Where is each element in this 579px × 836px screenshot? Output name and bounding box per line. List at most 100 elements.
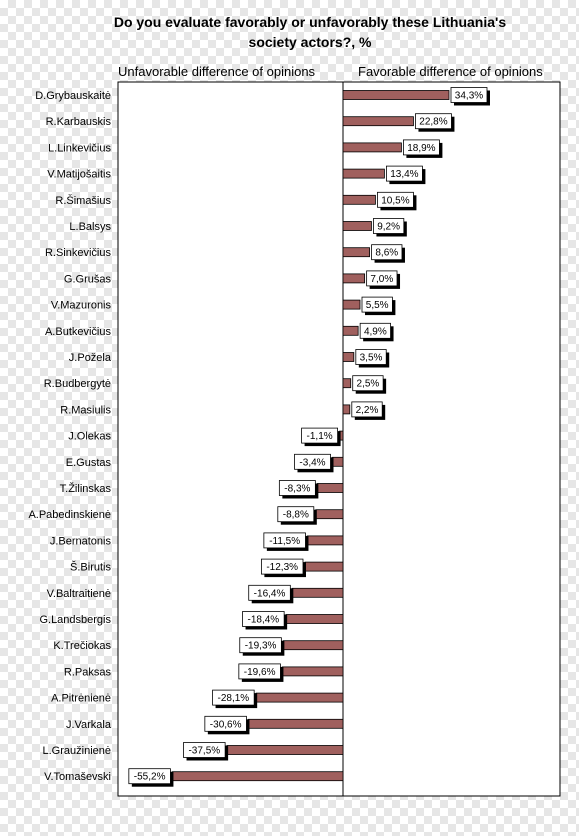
value-label-box [248,584,291,601]
chart-title: Do you evaluate favorably or unfavorably… [60,12,560,52]
value-label-text: -12,3% [266,562,298,573]
value-label-text: 34,3% [455,91,483,102]
value-label-text: -28,1% [218,693,250,704]
bar [342,116,414,127]
category-label: R.Šimašius [55,194,111,207]
value-label: 13,4% [386,165,426,185]
value-label-box [366,270,398,287]
value-label-text: -18,4% [248,615,280,626]
value-label-text: 8,6% [375,248,398,259]
bar [315,509,344,520]
category-label: V.Mazuronis [51,300,112,312]
category-label: D.Grybauskaitė [35,90,111,102]
unfavorable-side-label: Unfavorable difference of opinions [118,64,316,79]
value-label-text: 10,5% [381,195,409,206]
category-label: J.Bernatonis [50,535,112,547]
value-label: -11,5% [263,532,309,551]
value-label-box [212,689,255,706]
category-label: A.Pitrėnienė [51,693,111,705]
value-label-box [377,191,414,208]
value-label: 9,2% [373,218,407,237]
bar [342,352,355,362]
value-label: 2,2% [351,401,386,420]
category-label: L.Graužinienė [43,745,112,757]
value-label-box [386,165,423,182]
value-label-text: -19,6% [244,667,276,678]
category-label: L.Balsys [69,221,111,233]
category-label: V.Matijošaitis [47,169,111,181]
category-label: V.Tomaševski [44,771,111,783]
category-label: E.Gustas [66,457,112,469]
value-label-text: -11,5% [269,536,300,547]
category-label: J.Požela [69,352,112,364]
category-label: J.Olekas [68,431,111,443]
value-label-box [371,244,403,261]
value-label-box [450,87,488,103]
value-label-box [277,506,315,523]
value-label-text: 5,5% [366,300,389,311]
bar [342,168,385,179]
value-label: 4,9% [359,322,394,342]
bar [226,745,344,755]
value-label-box [183,742,226,758]
value-label-box [278,480,316,496]
bar [342,194,376,205]
category-label: A.Butkevičius [45,326,112,338]
value-label-box [415,113,452,130]
bar [255,692,344,703]
value-label-text: -1,1% [307,431,333,442]
value-label: -37,5% [183,742,229,761]
value-label: -8,8% [277,506,317,525]
category-label: R.Karbauskis [46,116,112,128]
value-label: 18,9% [403,139,443,158]
value-label: -19,6% [238,663,284,682]
value-label-box [301,427,339,444]
bar [342,273,366,284]
value-label-box [373,218,405,234]
bar [342,378,352,389]
category-label: V.Baltraitienė [47,588,111,600]
value-label: -28,1% [212,689,258,709]
value-label: -3,4% [294,453,334,473]
bar [342,299,361,310]
value-label-box [128,768,171,785]
category-label: K.Trečiokas [53,640,111,652]
value-label-text: 3,5% [360,353,383,364]
category-label: R.Sinkevičius [45,247,112,259]
bar [316,483,344,493]
bar [342,90,450,100]
chart-title-line-1: Do you evaluate favorably or unfavorably… [113,14,507,30]
bar [291,587,344,598]
value-label-box [242,611,285,627]
value-label: -12,3% [260,558,306,578]
category-label: R.Paksas [64,666,112,678]
value-label: 34,3% [450,87,490,106]
bar [285,614,344,624]
value-label-box [355,349,387,365]
value-label: 10,5% [377,191,417,211]
category-label: R.Budbergytė [44,378,111,390]
value-label-text: -8,3% [284,484,310,495]
value-label: -16,4% [248,584,294,604]
category-label: G.Grušas [64,273,112,285]
value-label-box [204,715,247,732]
category-label: Š.Birutis [70,561,111,574]
value-label-box [239,637,282,654]
value-label-text: -37,5% [188,746,220,757]
value-label-text: -8,8% [283,510,309,521]
value-label: 8,6% [371,244,405,263]
category-label: A.Pabedinskienė [28,509,111,521]
bar [172,771,344,782]
value-label: 7,0% [366,270,401,289]
bar [307,535,344,546]
bar [342,325,359,336]
value-label-box [352,375,384,392]
category-label: T.Žilinskas [60,482,112,495]
bar [304,561,344,572]
value-label: 5,5% [361,296,396,316]
category-label: G.Landsbergis [39,614,111,626]
bar [342,142,402,153]
category-label: J.Varkala [66,719,112,731]
value-label: -55,2% [128,768,174,787]
value-label-text: -30,6% [210,719,242,730]
